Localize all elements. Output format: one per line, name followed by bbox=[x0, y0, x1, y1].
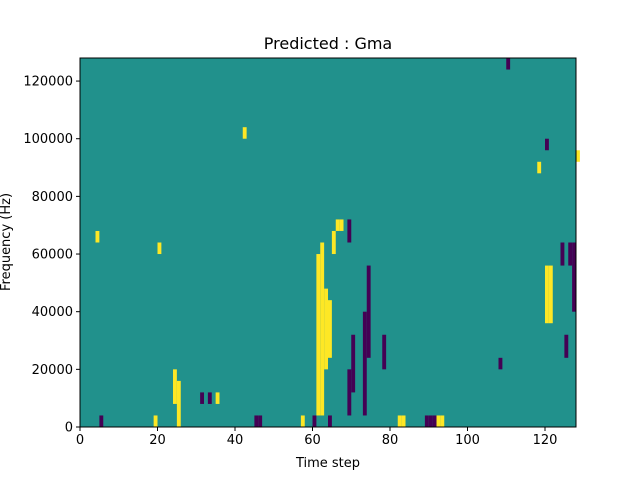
heatmap-cell-high bbox=[173, 369, 177, 404]
x-tick-label: 120 bbox=[533, 433, 558, 448]
x-tick-label: 100 bbox=[455, 433, 480, 448]
heatmap-cell-high bbox=[95, 230, 100, 243]
y-axis-ticks: 0 20000 40000 60000 80000 100000 120000 bbox=[23, 75, 80, 436]
y-axis-label: Frequency (Hz) bbox=[0, 193, 14, 291]
heatmap-cell-high bbox=[215, 392, 220, 404]
heatmap-cell-high bbox=[316, 254, 321, 416]
x-tick-label: 20 bbox=[149, 433, 166, 448]
heatmap-cell-low bbox=[498, 357, 503, 370]
heatmap-cell-low bbox=[200, 392, 205, 404]
x-tick-label: 40 bbox=[227, 433, 244, 448]
x-axis-label: Time step bbox=[295, 456, 360, 471]
heatmap-cell-low bbox=[362, 311, 367, 416]
heatmap-cell-high bbox=[436, 415, 441, 427]
heatmap-cell-high bbox=[440, 415, 445, 427]
heatmap-cell-high bbox=[153, 415, 158, 427]
heatmap-cell-high bbox=[331, 230, 336, 255]
heatmap-cell-high bbox=[537, 161, 542, 174]
heatmap-cell-low bbox=[506, 58, 511, 70]
heatmap-cell-high bbox=[397, 415, 402, 427]
heatmap-cell-low bbox=[312, 415, 317, 427]
heatmap-cell-high bbox=[324, 288, 329, 370]
x-tick-label: 80 bbox=[382, 433, 399, 448]
heatmap-cell-high bbox=[300, 415, 305, 427]
x-axis-ticks: 0 20 40 60 80 100 120 bbox=[76, 427, 558, 448]
heatmap-cells bbox=[95, 58, 580, 428]
heatmap-cell-low bbox=[428, 415, 433, 427]
heatmap-cell-low bbox=[424, 415, 429, 427]
heatmap-cell-low bbox=[560, 242, 565, 266]
heatmap-cell-low bbox=[432, 415, 437, 427]
heatmap-cell-low bbox=[545, 138, 549, 151]
heatmap-cell-low bbox=[366, 265, 371, 358]
heatmap-cell-low bbox=[99, 415, 104, 427]
heatmap-cell-high bbox=[242, 127, 247, 139]
heatmap-cell-low bbox=[207, 392, 212, 404]
heatmap-cell-low bbox=[568, 242, 573, 266]
heatmap-cell-low bbox=[347, 369, 352, 416]
heatmap-cell-high bbox=[157, 242, 162, 255]
y-tick-label: 20000 bbox=[32, 363, 73, 378]
heatmap-cell-low bbox=[258, 415, 263, 427]
heatmap-cell-high bbox=[545, 265, 549, 324]
heatmap-cell-high bbox=[548, 265, 553, 324]
heatmap-cell-high bbox=[176, 380, 181, 428]
y-tick-label: 100000 bbox=[23, 132, 73, 147]
heatmap-background bbox=[80, 58, 576, 427]
heatmap-cell-high bbox=[576, 150, 580, 162]
plot-area bbox=[79, 57, 580, 428]
heatmap-cell-low bbox=[564, 334, 569, 358]
heatmap-cell-high bbox=[339, 219, 344, 231]
heatmap-cell-high bbox=[401, 415, 406, 427]
y-tick-label: 120000 bbox=[23, 75, 73, 90]
y-tick-label: 80000 bbox=[32, 190, 73, 205]
plot-frame bbox=[79, 57, 577, 428]
heatmap-cell-high bbox=[328, 300, 332, 358]
heatmap-cell-high bbox=[320, 242, 325, 416]
y-tick-label: 40000 bbox=[32, 305, 73, 320]
x-tick-label: 0 bbox=[76, 433, 84, 448]
heatmap-cell-high bbox=[335, 219, 340, 231]
y-tick-label: 0 bbox=[65, 421, 73, 436]
chart-title: Predicted : Gma bbox=[264, 34, 392, 53]
heatmap-cell-low bbox=[328, 415, 332, 427]
x-tick-label: 60 bbox=[304, 433, 321, 448]
heatmap-cell-low bbox=[382, 334, 387, 370]
heatmap-cell-low bbox=[254, 415, 259, 427]
heatmap-cell-low bbox=[351, 334, 356, 393]
y-tick-label: 60000 bbox=[32, 248, 73, 263]
heatmap-cell-low bbox=[572, 242, 577, 312]
heatmap-cell-low bbox=[347, 219, 352, 243]
